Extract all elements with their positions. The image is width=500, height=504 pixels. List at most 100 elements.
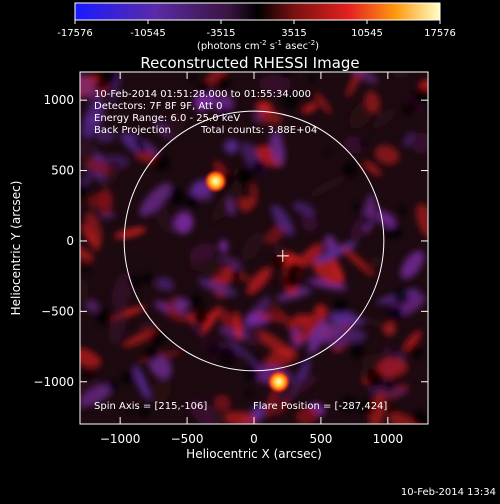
texture-dark-spot xyxy=(171,188,183,199)
texture-blob xyxy=(218,327,253,341)
texture-blob xyxy=(189,399,221,424)
texture-dark-spot xyxy=(206,342,220,356)
image-texture xyxy=(80,72,428,424)
texture-dark-spot xyxy=(81,263,91,273)
texture-dark-spot xyxy=(245,389,253,398)
texture-dark-spot xyxy=(120,371,134,384)
texture-dark-spot xyxy=(188,294,203,308)
texture-blob xyxy=(388,412,420,424)
x-axis-tick-labels: −1000 −500 0 500 1000 xyxy=(100,432,403,446)
texture-blob xyxy=(400,250,425,280)
colorbar-unit-label: (photons cm-2 s-1 asec-2) xyxy=(197,39,319,52)
texture-blob xyxy=(226,197,236,217)
texture-blob xyxy=(306,321,346,344)
colorbar-ticks xyxy=(74,20,441,24)
texture-blob xyxy=(259,74,291,94)
texture-blob xyxy=(313,304,328,320)
texture-blob xyxy=(372,108,396,129)
texture-blob xyxy=(274,397,291,416)
texture-dark-spot xyxy=(244,366,260,382)
footer-timestamp: 10-Feb-2014 13:34 xyxy=(401,487,496,498)
colorbar-tick-label: -17576 xyxy=(57,28,92,39)
texture-blob xyxy=(341,246,375,277)
y-axis-label: Heliocentric Y (arcsec) xyxy=(9,181,23,316)
texture-blob xyxy=(234,310,242,341)
annotation-time-range: 10-Feb-2014 01:51:28.000 to 01:55:34.000 xyxy=(94,89,311,100)
texture-dark-spot xyxy=(333,299,349,314)
texture-blob xyxy=(312,259,344,285)
texture-dark-spot xyxy=(216,75,230,89)
texture-dark-spot xyxy=(392,288,410,305)
x-axis-tick-label: 1000 xyxy=(373,432,404,446)
texture-blob xyxy=(370,255,383,267)
texture-blob xyxy=(328,251,345,283)
texture-dark-spot xyxy=(361,215,371,226)
texture-blob xyxy=(295,407,319,424)
texture-dark-spot xyxy=(127,274,142,289)
texture-dark-spot xyxy=(126,407,134,415)
texture-blob xyxy=(80,383,115,407)
texture-dark-spot xyxy=(340,396,357,413)
texture-blob xyxy=(156,276,174,292)
texture-blob xyxy=(189,258,231,273)
texture-blob xyxy=(351,313,390,329)
sun-center-marker xyxy=(276,249,289,262)
texture-blob xyxy=(108,72,122,105)
texture-blob xyxy=(349,101,373,129)
texture-dark-spot xyxy=(139,406,151,418)
texture-dark-spot xyxy=(411,410,427,424)
texture-blob xyxy=(80,72,101,100)
texture-blob xyxy=(204,72,227,86)
texture-blob xyxy=(292,201,316,217)
texture-blob xyxy=(80,278,89,300)
texture-dark-spot xyxy=(237,168,253,185)
texture-blob xyxy=(151,377,172,405)
texture-blob xyxy=(98,188,113,216)
texture-blob xyxy=(166,111,186,137)
texture-blob xyxy=(276,286,316,302)
colorbar-tick-label: 17576 xyxy=(424,28,456,39)
texture-dark-spot xyxy=(385,380,395,391)
texture-blob xyxy=(111,272,133,311)
texture-dark-spot xyxy=(359,139,367,148)
texture-dark-spot xyxy=(384,228,394,239)
texture-blob xyxy=(108,309,127,345)
texture-blob xyxy=(218,239,229,253)
texture-blob xyxy=(308,175,347,197)
texture-blob xyxy=(315,92,332,115)
texture-blob xyxy=(256,101,273,114)
bright-sources xyxy=(203,169,291,394)
texture-dark-spot xyxy=(353,203,362,212)
x-axis-ticks xyxy=(119,72,389,424)
texture-dark-spot xyxy=(323,149,330,156)
colorbar-tick-label: 10545 xyxy=(351,28,383,39)
texture-dark-spot xyxy=(386,305,404,322)
texture-blob xyxy=(84,211,103,247)
texture-blob xyxy=(250,183,258,207)
texture-dark-spot xyxy=(306,281,316,292)
x-axis-tick-label: −1000 xyxy=(100,432,141,446)
annotation-method: Back Projection xyxy=(94,125,171,136)
texture-blob xyxy=(80,244,95,262)
texture-blob xyxy=(197,277,238,297)
texture-blob xyxy=(223,139,239,154)
texture-dark-spot xyxy=(349,343,364,358)
texture-dark-spot xyxy=(408,344,424,359)
texture-blob xyxy=(173,298,189,312)
annotation-energy: Energy Range: 6.0 - 25.0 keV xyxy=(94,113,240,124)
texture-dark-spot xyxy=(412,87,428,104)
y-axis-tick-label: −1000 xyxy=(33,375,74,389)
texture-blob xyxy=(301,102,319,114)
texture-dark-spot xyxy=(342,161,358,178)
texture-dark-spot xyxy=(217,347,236,366)
texture-blob xyxy=(80,347,102,368)
texture-dark-spot xyxy=(142,273,153,284)
texture-dark-spot xyxy=(138,145,147,153)
texture-blob xyxy=(245,328,262,347)
texture-dark-spot xyxy=(280,72,291,79)
texture-blob xyxy=(301,214,318,232)
texture-dark-spot xyxy=(96,309,113,326)
texture-dark-spot xyxy=(152,153,170,171)
texture-blob xyxy=(269,131,285,166)
